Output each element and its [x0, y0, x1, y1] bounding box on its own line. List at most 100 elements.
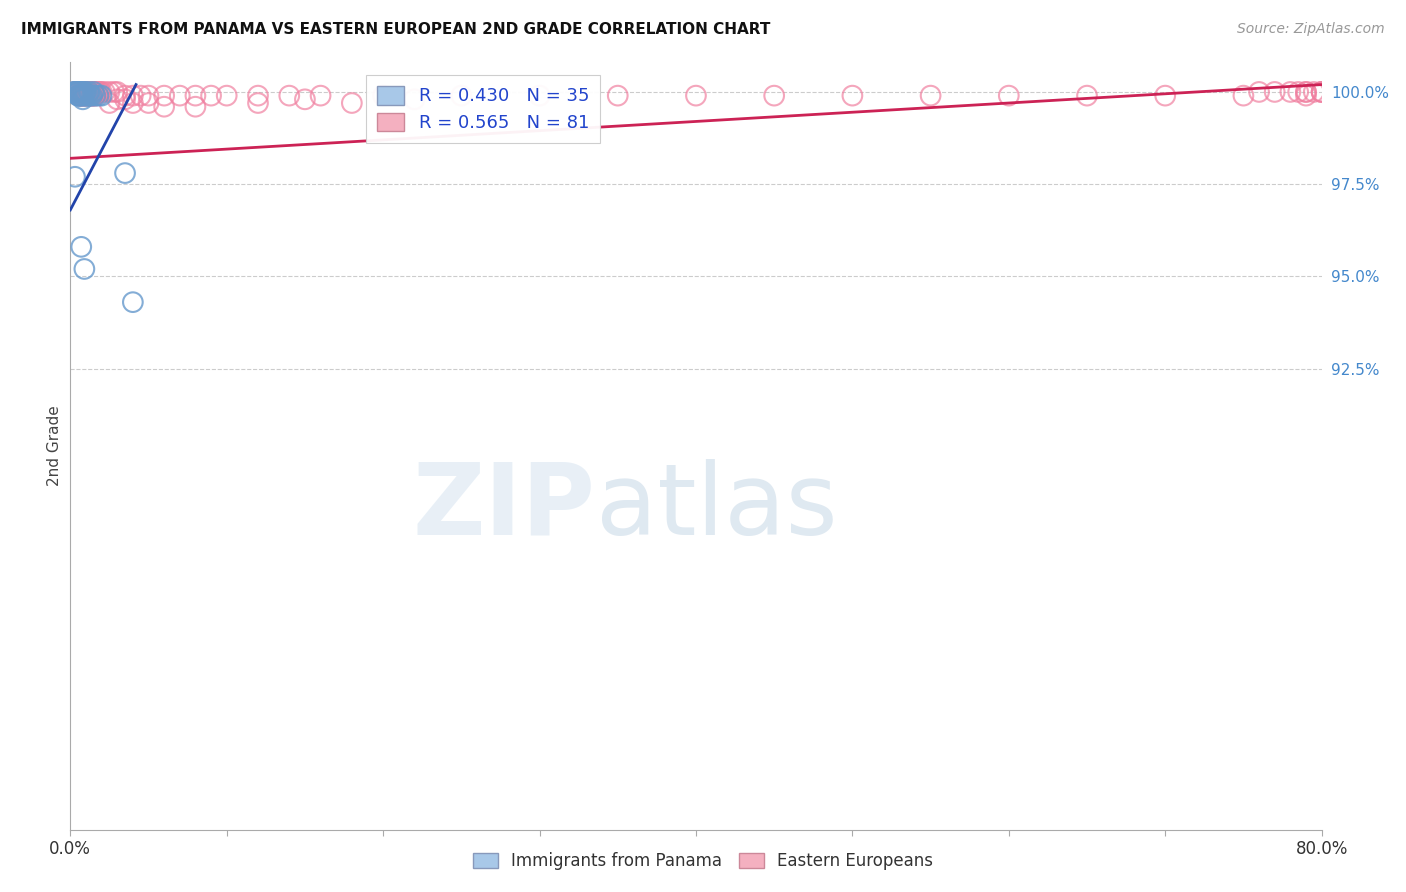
Point	[72, 88, 94, 103]
Point	[1295, 85, 1317, 99]
Point	[83, 85, 105, 99]
Point	[169, 88, 191, 103]
Point	[1295, 85, 1317, 99]
Point	[73, 85, 96, 99]
Point	[920, 88, 942, 103]
Point	[67, 85, 90, 99]
Point	[450, 88, 472, 103]
Point	[65, 85, 87, 99]
Point	[65, 85, 87, 99]
Point	[82, 88, 104, 103]
Point	[63, 85, 86, 99]
Point	[184, 88, 207, 103]
Point	[67, 85, 90, 99]
Point	[65, 85, 87, 99]
Point	[340, 95, 363, 110]
Point	[69, 88, 91, 103]
Point	[67, 88, 90, 103]
Point	[75, 85, 97, 99]
Point	[1310, 85, 1333, 99]
Point	[105, 92, 128, 106]
Point	[73, 88, 96, 103]
Point	[1154, 88, 1177, 103]
Point	[67, 88, 90, 103]
Legend: Immigrants from Panama, Eastern Europeans: Immigrants from Panama, Eastern European…	[467, 846, 939, 877]
Point	[77, 85, 100, 99]
Point	[138, 88, 160, 103]
Point	[70, 85, 93, 99]
Point	[685, 88, 707, 103]
Point	[87, 88, 110, 103]
Point	[114, 88, 136, 103]
Point	[72, 88, 94, 103]
Point	[89, 85, 111, 99]
Point	[75, 88, 97, 103]
Point	[247, 95, 270, 110]
Point	[98, 95, 121, 110]
Point	[73, 262, 96, 277]
Point	[529, 88, 551, 103]
Point	[79, 88, 101, 103]
Point	[114, 166, 136, 180]
Point	[75, 88, 97, 103]
Point	[1279, 85, 1302, 99]
Point	[82, 85, 104, 99]
Point	[69, 85, 91, 99]
Point	[997, 88, 1019, 103]
Point	[83, 85, 105, 99]
Point	[76, 88, 98, 103]
Point	[98, 85, 121, 99]
Point	[1295, 88, 1317, 103]
Point	[606, 88, 628, 103]
Text: Source: ZipAtlas.com: Source: ZipAtlas.com	[1237, 22, 1385, 37]
Point	[77, 88, 100, 103]
Point	[82, 88, 104, 103]
Y-axis label: 2nd Grade: 2nd Grade	[46, 406, 62, 486]
Point	[215, 88, 238, 103]
Point	[63, 169, 86, 184]
Point	[841, 88, 863, 103]
Point	[1264, 85, 1286, 99]
Point	[77, 85, 100, 99]
Point	[77, 88, 100, 103]
Point	[79, 88, 101, 103]
Point	[76, 85, 98, 99]
Point	[73, 85, 96, 99]
Point	[153, 100, 176, 114]
Point	[105, 85, 128, 99]
Point	[1232, 88, 1254, 103]
Point	[70, 88, 93, 103]
Point	[121, 95, 145, 110]
Point	[73, 88, 96, 103]
Point	[63, 85, 86, 99]
Point	[84, 88, 107, 103]
Point	[70, 88, 93, 103]
Point	[62, 85, 84, 99]
Point	[67, 85, 90, 99]
Point	[184, 100, 207, 114]
Point	[121, 88, 145, 103]
Point	[87, 85, 110, 99]
Point	[69, 88, 91, 103]
Point	[69, 88, 91, 103]
Point	[75, 88, 97, 103]
Point	[247, 88, 270, 103]
Point	[70, 88, 93, 103]
Point	[1076, 88, 1098, 103]
Point	[86, 85, 108, 99]
Point	[70, 240, 93, 254]
Text: atlas: atlas	[596, 458, 838, 556]
Point	[1310, 85, 1333, 99]
Point	[103, 85, 125, 99]
Text: IMMIGRANTS FROM PANAMA VS EASTERN EUROPEAN 2ND GRADE CORRELATION CHART: IMMIGRANTS FROM PANAMA VS EASTERN EUROPE…	[21, 22, 770, 37]
Point	[138, 95, 160, 110]
Point	[1286, 85, 1309, 99]
Point	[69, 85, 91, 99]
Point	[121, 295, 145, 310]
Point	[763, 88, 786, 103]
Point	[84, 88, 107, 103]
Point	[90, 85, 112, 99]
Point	[63, 85, 86, 99]
Point	[153, 88, 176, 103]
Point	[70, 85, 93, 99]
